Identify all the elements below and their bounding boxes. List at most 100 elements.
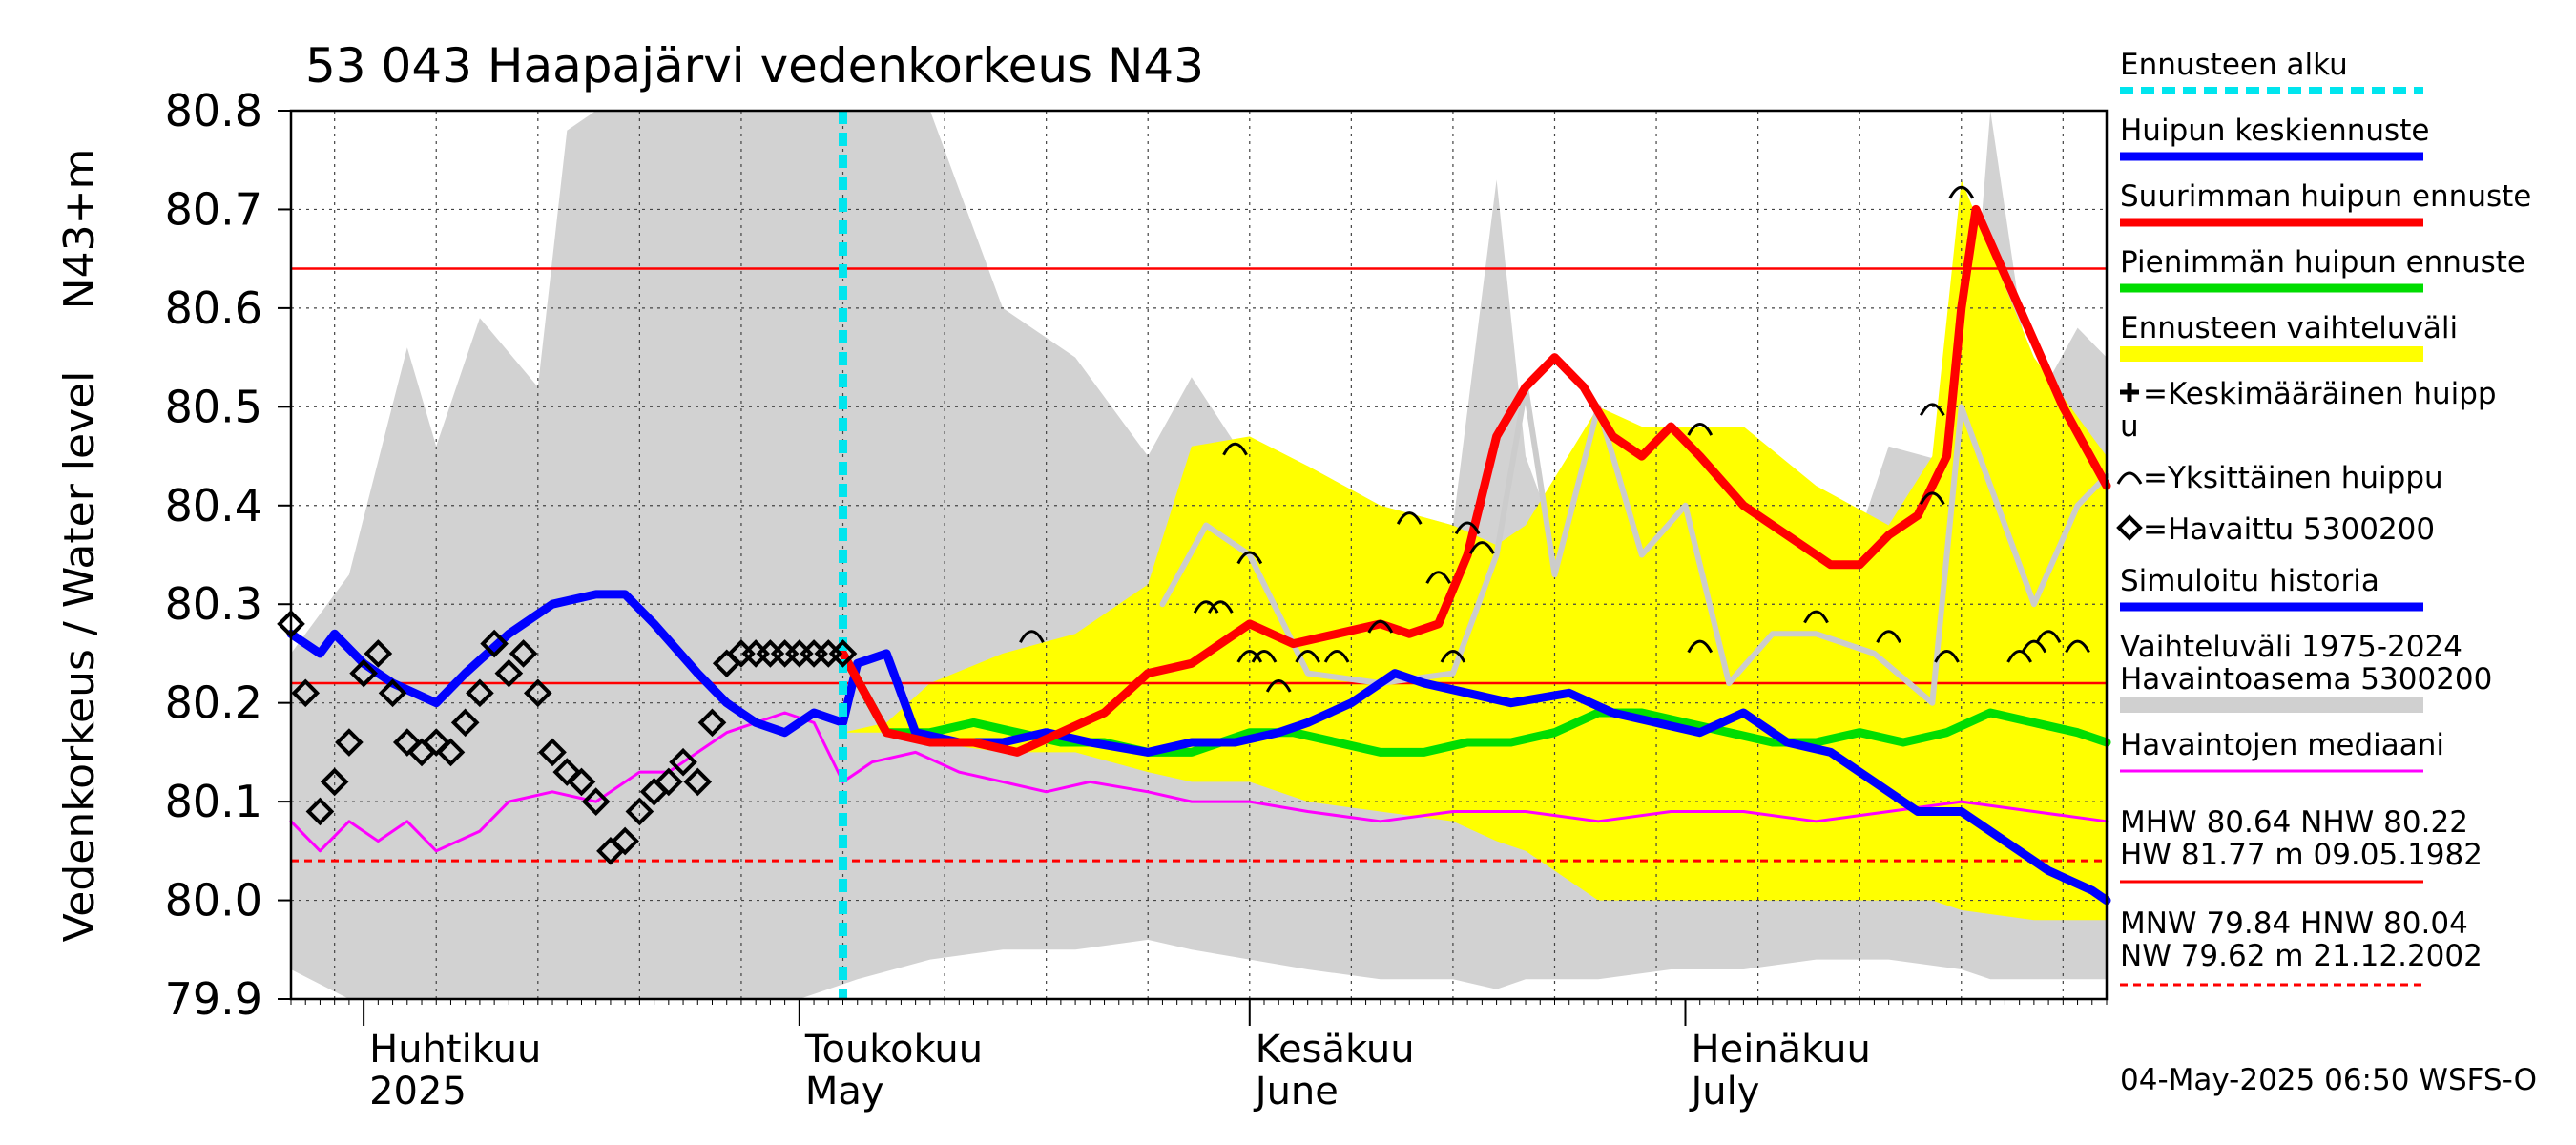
single-peak-marker bbox=[1876, 630, 1901, 643]
observed-point-marker bbox=[364, 639, 393, 668]
x-month-label-fi: Toukokuu bbox=[804, 1028, 983, 1072]
single-peak-marker bbox=[1236, 551, 1263, 565]
y-tick-label: 80.5 bbox=[165, 381, 262, 432]
observed-point-marker bbox=[625, 797, 654, 826]
single-peak-marker bbox=[1687, 639, 1714, 654]
single-peak-marker bbox=[1440, 649, 1466, 663]
legend: Ennusteen alku Huipun keskiennuste Suurimm… bbox=[2116, 48, 2531, 987]
forecast-range-band bbox=[842, 179, 2107, 921]
single-peak-marker bbox=[1948, 185, 1975, 199]
observed-point-marker bbox=[669, 747, 697, 777]
plot-area: 79.9 80.0 80.1 80.2 80.3 80.4 80.5 80.6 80.7 80.8… bbox=[165, 48, 2532, 1114]
legend-label: Ennusteen vaihteluväli bbox=[2120, 311, 2458, 345]
observed-point-marker bbox=[335, 728, 364, 757]
chart-footer: 04-May-2025 06:50 WSFS-O bbox=[2120, 1063, 2537, 1097]
single-peak-marker bbox=[1396, 511, 1423, 525]
y-axis-labels: Vedenkorkeus / Water level N43+m bbox=[55, 149, 104, 943]
y-tick-label: 80.0 bbox=[165, 875, 262, 926]
observed-point-marker bbox=[538, 738, 567, 767]
legend-band-swatch bbox=[2120, 697, 2423, 713]
single-peak-marker bbox=[1425, 571, 1452, 584]
single-peak-marker bbox=[1208, 600, 1234, 614]
y-axis-unit: N43+m bbox=[55, 149, 104, 310]
y-tick-label: 80.3 bbox=[165, 578, 262, 630]
legend-label-continued: u bbox=[2120, 409, 2139, 444]
legend-label: =Keskimääräinen huipp bbox=[2143, 377, 2497, 411]
observed-point-marker bbox=[450, 708, 480, 738]
observed-point-marker bbox=[349, 658, 378, 688]
observed-point-marker bbox=[654, 767, 683, 797]
y-tick-label: 80.2 bbox=[165, 677, 262, 729]
series-line-mean-peak-forecast bbox=[286, 590, 2111, 906]
observed-point-marker bbox=[683, 767, 713, 797]
x-month-label-en: June bbox=[1253, 1070, 1339, 1114]
series-line-observed-median bbox=[289, 711, 2109, 853]
single-peak-marker bbox=[1323, 649, 1350, 663]
stats-nw: NW 79.62 m 21.12.2002 bbox=[2120, 939, 2483, 973]
single-peak-marker bbox=[2035, 630, 2062, 643]
legend-label: Ennusteen alku bbox=[2120, 48, 2348, 82]
y-axis-label: Vedenkorkeus / Water level bbox=[55, 371, 104, 943]
stats-mhw-nhw: MHW 80.64 NHW 80.22 bbox=[2120, 805, 2468, 840]
observed-point-marker bbox=[422, 728, 451, 757]
observed-point-marker bbox=[291, 678, 321, 708]
single-peak-marker bbox=[1687, 423, 1714, 436]
single-peak-marker bbox=[2021, 639, 2047, 654]
observed-point-marker bbox=[697, 708, 727, 738]
stats-hw: HW 81.77 m 09.05.1982 bbox=[2120, 838, 2483, 872]
single-peak-marker bbox=[1251, 649, 1278, 663]
chart-title: 53 043 Haapajärvi vedenkorkeus N43 bbox=[305, 38, 1204, 94]
observed-point-marker bbox=[552, 758, 582, 786]
legend-label: Suurimman huipun ennuste bbox=[2120, 179, 2531, 214]
x-month-label-en: 2025 bbox=[369, 1070, 467, 1114]
y-tick-label: 80.4 bbox=[165, 480, 262, 531]
observed-point-marker bbox=[523, 678, 552, 708]
legend-label: Havaintojen mediaani bbox=[2120, 728, 2444, 762]
x-month-label-en: May bbox=[805, 1070, 884, 1114]
series-line-max-peak-forecast bbox=[839, 204, 2111, 757]
single-peak-marker bbox=[1236, 649, 1263, 663]
legend-label: Simuloitu historia bbox=[2120, 564, 2379, 598]
legend-mean-peak-symbol bbox=[2120, 383, 2139, 402]
single-peak-marker bbox=[1019, 630, 1045, 643]
legend-label-continued: Havaintoasema 5300200 bbox=[2120, 662, 2492, 697]
observed-point-marker bbox=[581, 787, 611, 816]
x-month-label-fi: Heinäkuu bbox=[1692, 1028, 1871, 1072]
single-peak-marker bbox=[1454, 521, 1481, 535]
y-tick-label: 80.7 bbox=[165, 183, 262, 235]
single-peak-marker bbox=[2006, 649, 2032, 663]
single-peak-marker bbox=[1469, 541, 1495, 554]
single-peak-marker bbox=[1265, 679, 1292, 693]
series-line-min-peak-forecast bbox=[839, 649, 2111, 757]
observed-point-marker bbox=[611, 826, 639, 856]
observed-point-marker bbox=[567, 767, 596, 797]
single-peak-marker bbox=[1803, 610, 1829, 624]
stats-mnw-hnw: MNW 79.84 HNW 80.04 bbox=[2120, 906, 2468, 941]
observed-point-marker bbox=[509, 639, 538, 668]
single-peak-marker bbox=[1367, 619, 1394, 634]
single-peak-marker bbox=[1295, 649, 1321, 663]
legend-label: Huipun keskiennuste bbox=[2120, 114, 2429, 148]
single-peak-marker bbox=[1919, 403, 1945, 417]
observed-point-marker bbox=[436, 738, 466, 767]
y-tick-label: 80.8 bbox=[165, 85, 262, 136]
observed-point-marker bbox=[320, 767, 349, 797]
y-tick-label: 80.6 bbox=[165, 282, 262, 334]
legend-label: Vaihteluväli 1975-2024 bbox=[2120, 630, 2462, 664]
series-line-historical-peak bbox=[1159, 384, 2109, 706]
observed-point-marker bbox=[480, 629, 509, 658]
legend-single-peak-symbol bbox=[2116, 471, 2143, 485]
single-peak-marker bbox=[1222, 442, 1248, 456]
observed-point-marker bbox=[494, 658, 524, 688]
observed-point-marker bbox=[828, 639, 858, 668]
x-month-label-fi: Kesäkuu bbox=[1256, 1028, 1415, 1072]
observed-point-marker bbox=[392, 728, 422, 757]
observed-point-marker bbox=[305, 797, 335, 826]
single-peak-marker bbox=[1934, 649, 1960, 663]
plot-border bbox=[289, 109, 2109, 1001]
single-peak-marker bbox=[1919, 491, 1945, 506]
legend-label: Pienimmän huipun ennuste bbox=[2120, 245, 2525, 280]
y-tick-label: 79.9 bbox=[165, 973, 262, 1025]
y-tick-label: 80.1 bbox=[165, 776, 262, 827]
